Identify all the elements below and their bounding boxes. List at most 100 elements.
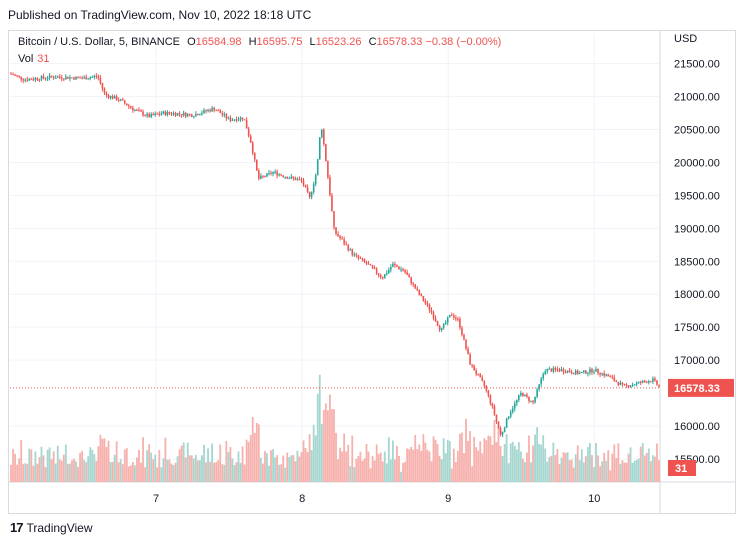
candle-body <box>335 227 337 234</box>
volume-bar <box>611 453 614 482</box>
candle-body <box>132 107 134 111</box>
candle-body <box>597 368 599 373</box>
candle-body <box>633 384 636 386</box>
volume-bar <box>501 455 504 482</box>
candle-body <box>52 76 55 78</box>
candle-body <box>333 211 335 228</box>
footer[interactable]: 17 TradingView <box>10 520 93 535</box>
candle-body <box>93 75 96 77</box>
volume-bar <box>148 444 151 482</box>
volume-bar <box>326 410 329 482</box>
candle-body <box>422 296 425 301</box>
volume-bar <box>586 447 589 482</box>
volume-bar <box>58 459 61 482</box>
volume-bar <box>414 434 417 482</box>
volume-bar <box>261 463 264 482</box>
candle-body <box>20 76 22 80</box>
volume-bar <box>310 450 313 482</box>
volume-bar <box>276 455 279 482</box>
volume-bar <box>164 437 167 482</box>
candle-body <box>595 368 597 372</box>
candle-body <box>233 119 236 121</box>
volume-bar <box>444 453 447 482</box>
volume-bar <box>621 460 624 482</box>
volume-bar <box>589 443 591 482</box>
candle-body <box>465 339 467 349</box>
volume-bar <box>201 455 203 482</box>
candle-body <box>550 368 553 372</box>
volume-bar <box>89 447 92 482</box>
volume-bar <box>97 446 100 482</box>
candle-body <box>243 119 246 121</box>
candle-body <box>255 159 258 171</box>
candle-body <box>518 395 520 400</box>
volume-bar <box>300 451 303 482</box>
volume-bar <box>385 463 388 482</box>
candle-body <box>38 79 41 81</box>
volume-bar <box>318 374 321 482</box>
candle-body <box>217 110 220 112</box>
volume-bar <box>424 442 427 482</box>
volume-bar <box>203 444 205 482</box>
volume-bar <box>416 449 419 482</box>
candle-body <box>501 432 504 435</box>
volume-bar <box>576 445 579 482</box>
candle-body <box>79 77 81 79</box>
candle-body <box>375 268 378 274</box>
volume-bar <box>292 455 295 482</box>
volume-bar <box>18 458 21 482</box>
candle-body <box>71 77 73 79</box>
candle-body <box>182 112 185 116</box>
volume-bar <box>117 462 120 482</box>
volume-bar <box>639 446 642 482</box>
candle-body <box>32 79 35 81</box>
volume-bar <box>432 436 435 482</box>
candle-body <box>450 314 453 316</box>
candle-body <box>203 110 205 113</box>
volume-bar <box>568 460 571 482</box>
volume-bar <box>613 444 616 482</box>
candle-body <box>566 370 569 373</box>
volume-bar <box>52 451 55 482</box>
volume-bar <box>615 458 618 482</box>
volume-bar <box>647 448 650 482</box>
candle-body <box>262 175 264 177</box>
volume-bar <box>475 447 478 482</box>
candle-body <box>629 385 632 388</box>
volume-bar <box>619 464 622 482</box>
candle-body <box>148 113 150 118</box>
volume-bar <box>247 441 250 482</box>
price-chart[interactable]: USD 21500.00 21000.00 20500.00 20000.00 19500… <box>8 30 736 514</box>
candle-body <box>442 324 445 328</box>
candle-body <box>430 310 433 313</box>
candle-body <box>166 111 169 115</box>
candle-body <box>221 113 224 115</box>
volume-bar <box>233 465 236 482</box>
volume-bar <box>60 460 63 482</box>
candle-body <box>554 368 557 370</box>
candle-body <box>219 110 222 114</box>
brand-name: TradingView <box>26 520 93 535</box>
candle-body <box>73 77 75 80</box>
volume-bar <box>115 441 118 482</box>
candle-body <box>201 112 203 115</box>
volume-bar <box>322 409 325 482</box>
candle-body <box>349 249 352 251</box>
candle-body <box>623 383 626 385</box>
volume-bar <box>231 458 234 482</box>
candle-body <box>195 113 197 117</box>
volume-bar <box>428 451 431 482</box>
candle-body <box>341 238 343 240</box>
volume-bar <box>552 442 555 482</box>
candle-body <box>211 108 213 112</box>
volume-bar <box>597 455 599 482</box>
candle-body <box>562 369 565 372</box>
volume-bar <box>542 435 545 482</box>
volume-bar <box>426 449 429 482</box>
candle-body <box>359 257 362 259</box>
candle-body <box>160 113 163 115</box>
candle-body <box>461 327 463 335</box>
volume-bar <box>495 442 498 482</box>
candle-body <box>469 354 471 365</box>
candle-body <box>140 110 142 112</box>
